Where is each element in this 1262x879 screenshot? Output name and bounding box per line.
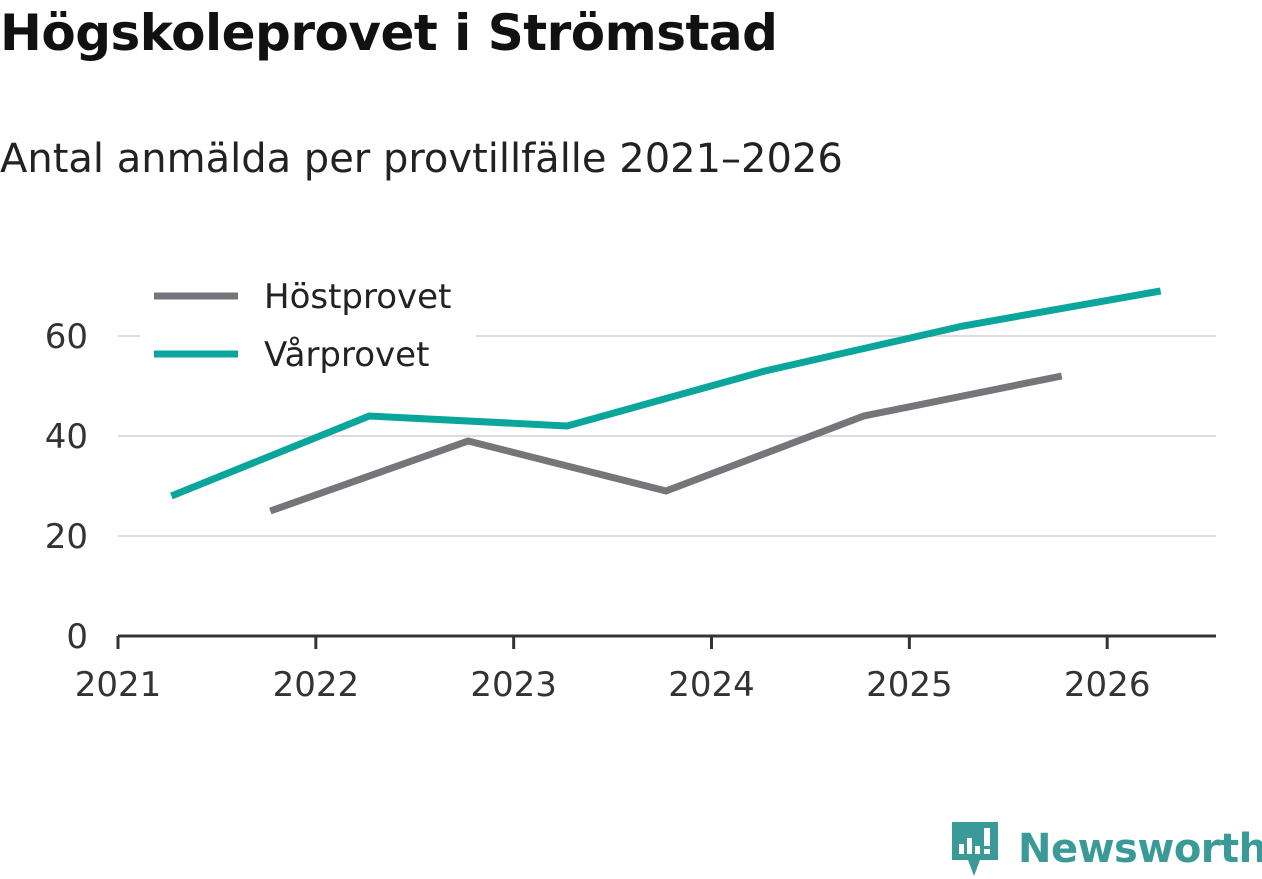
y-tick-label-0: 0	[66, 617, 88, 657]
series-line-hostprovet	[269, 372, 1063, 515]
series-line-varprovet	[170, 287, 1162, 500]
chart-title: Högskoleprovet i Strömstad	[0, 4, 778, 62]
brand-name: Newsworthy	[1018, 826, 1262, 872]
newsworthy-logo: Newsworthy	[950, 820, 1262, 878]
legend-label-1: Vårprovet	[264, 335, 429, 375]
y-tick-label-60: 60	[45, 317, 88, 357]
legend: Höstprovet Vårprovet	[140, 268, 476, 388]
x-tick-label-2024: 2024	[668, 665, 755, 705]
y-tick-label-40: 40	[45, 417, 88, 457]
x-tick-label-2026: 2026	[1064, 665, 1151, 705]
series-lines	[170, 287, 1162, 515]
x-axis: 2021 2022 2023 2024 2025 2026	[75, 634, 1216, 705]
x-tick-label-2025: 2025	[866, 665, 953, 705]
x-tick-label-2022: 2022	[273, 665, 360, 705]
newsworthy-chart-icon	[952, 822, 998, 876]
legend-label-0: Höstprovet	[264, 277, 451, 317]
y-axis-labels: 0 20 40 60	[45, 317, 88, 657]
y-tick-label-20: 20	[45, 517, 88, 557]
x-tick-label-2023: 2023	[470, 665, 557, 705]
x-tick-label-2021: 2021	[75, 665, 162, 705]
legend-background	[140, 268, 476, 388]
chart-subtitle: Antal anmälda per provtillfälle 2021–202…	[0, 136, 843, 182]
